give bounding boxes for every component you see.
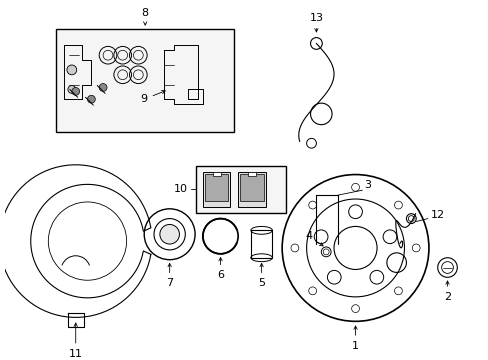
Text: 12: 12 — [430, 210, 444, 220]
Circle shape — [411, 244, 419, 252]
Text: 2: 2 — [443, 281, 450, 302]
Bar — [204, 174, 228, 201]
Circle shape — [87, 95, 95, 103]
Ellipse shape — [250, 254, 272, 262]
Circle shape — [308, 287, 316, 295]
Circle shape — [394, 201, 402, 209]
Circle shape — [382, 230, 396, 244]
Bar — [196, 166, 285, 213]
Circle shape — [308, 201, 316, 209]
Circle shape — [67, 65, 77, 75]
Circle shape — [351, 305, 359, 312]
Bar — [203, 172, 230, 207]
Circle shape — [369, 270, 383, 284]
Circle shape — [314, 230, 327, 244]
Circle shape — [99, 84, 107, 91]
Text: 7: 7 — [166, 264, 173, 288]
Ellipse shape — [250, 226, 272, 234]
Text: 4: 4 — [305, 231, 323, 246]
Text: 3: 3 — [363, 180, 370, 190]
Circle shape — [394, 287, 402, 295]
Circle shape — [160, 225, 179, 244]
Bar — [240, 174, 263, 201]
Circle shape — [348, 205, 362, 219]
Text: 11: 11 — [69, 323, 82, 359]
Bar — [212, 172, 220, 176]
Circle shape — [327, 270, 341, 284]
Bar — [56, 29, 234, 131]
Text: 10: 10 — [173, 184, 187, 194]
Bar — [247, 172, 255, 176]
Text: 8: 8 — [142, 8, 148, 25]
Text: 9: 9 — [141, 90, 165, 104]
Bar — [238, 172, 265, 207]
Circle shape — [72, 87, 80, 95]
Text: 13: 13 — [309, 13, 323, 32]
Circle shape — [290, 244, 298, 252]
Text: 5: 5 — [258, 264, 264, 288]
Circle shape — [68, 86, 76, 93]
Text: 1: 1 — [351, 326, 358, 351]
Circle shape — [351, 183, 359, 191]
Bar — [250, 230, 272, 258]
Text: 6: 6 — [217, 257, 224, 280]
